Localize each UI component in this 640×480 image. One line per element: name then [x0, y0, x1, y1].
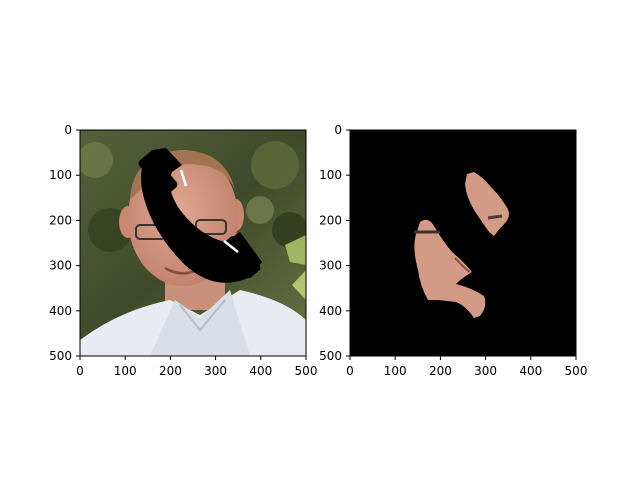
- y-tick-label: 200: [319, 213, 342, 227]
- left-panel-frame: [79, 129, 307, 357]
- y-tick-label: 0: [64, 123, 72, 137]
- y-tick-label: 200: [49, 213, 72, 227]
- right-panel-image: [350, 130, 576, 356]
- right-panel-frame: [349, 129, 577, 357]
- left-x-axis: 0 100 200 300 400 500: [76, 356, 317, 378]
- y-tick-label: 400: [49, 304, 72, 318]
- y-tick-label: 100: [49, 168, 72, 182]
- right-y-axis: 0 100 200 300 400 500: [319, 123, 350, 363]
- y-tick-label: 100: [319, 168, 342, 182]
- y-tick-label: 500: [319, 349, 342, 363]
- left-y-axis: 0 100 200 300 400 500: [49, 123, 80, 363]
- x-tick-label: 200: [159, 364, 182, 378]
- x-tick-label: 100: [114, 364, 137, 378]
- y-tick-label: 300: [49, 259, 72, 273]
- x-tick-label: 400: [519, 364, 542, 378]
- y-tick-label: 0: [334, 123, 342, 137]
- x-tick-label: 300: [474, 364, 497, 378]
- x-tick-label: 200: [429, 364, 452, 378]
- x-tick-label: 100: [384, 364, 407, 378]
- left-panel-image: [80, 130, 306, 356]
- x-tick-label: 300: [204, 364, 227, 378]
- y-tick-label: 400: [319, 304, 342, 318]
- x-tick-label: 0: [346, 364, 354, 378]
- x-tick-label: 400: [249, 364, 272, 378]
- y-tick-label: 500: [49, 349, 72, 363]
- x-tick-label: 500: [565, 364, 588, 378]
- x-tick-label: 500: [295, 364, 318, 378]
- right-x-axis: 0 100 200 300 400 500: [346, 356, 587, 378]
- y-tick-label: 300: [319, 259, 342, 273]
- x-tick-label: 0: [76, 364, 84, 378]
